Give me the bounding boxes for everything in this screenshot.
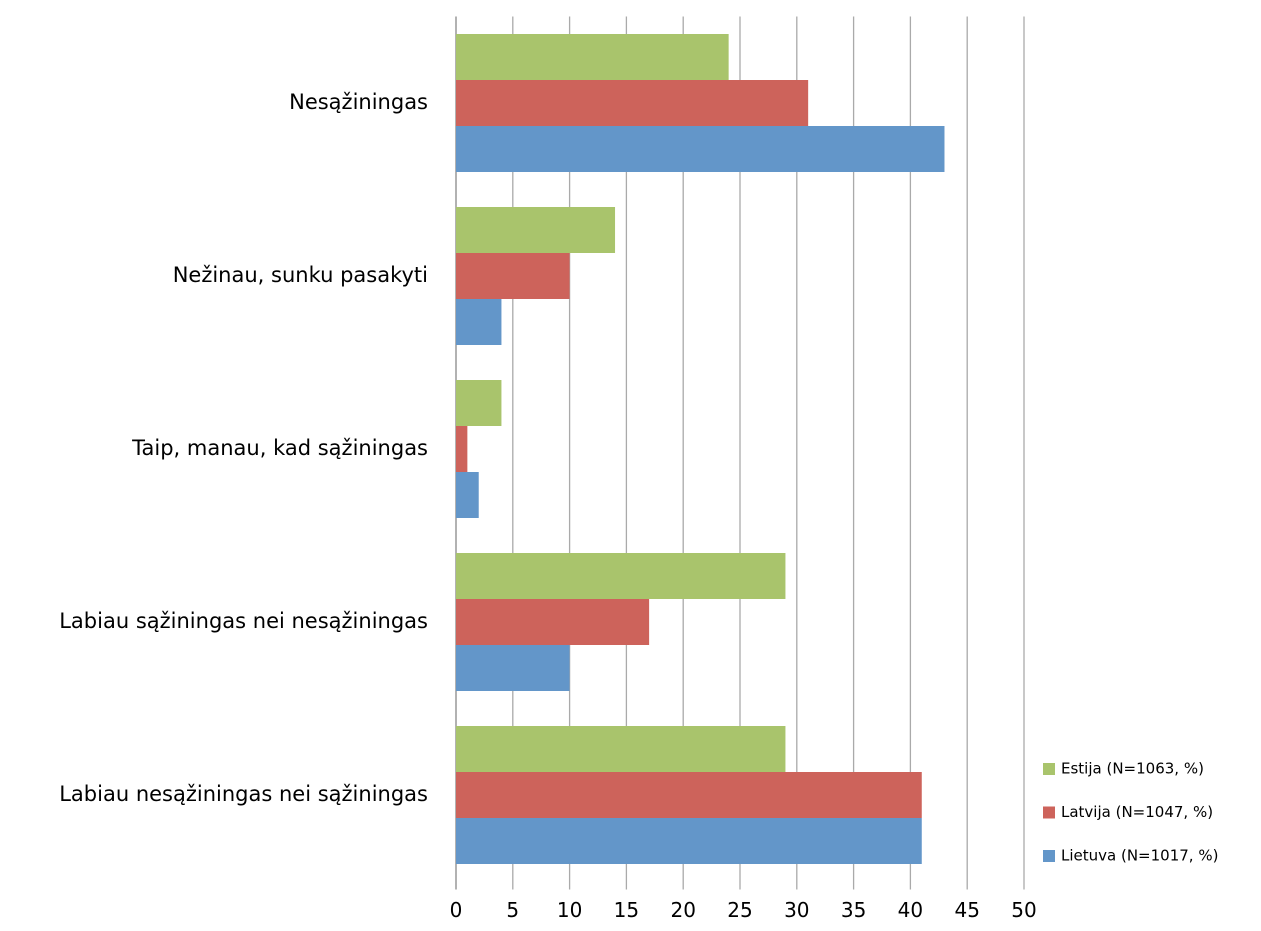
x-tick-label: 30 (784, 898, 809, 922)
bar (456, 472, 479, 518)
bar (456, 299, 502, 345)
bar (456, 207, 616, 253)
category-label: Labiau nesąžiningas nei sąžiningas (59, 782, 428, 806)
x-tick-label: 25 (727, 898, 752, 922)
bar (456, 380, 502, 426)
bar (456, 599, 650, 645)
x-tick-label: 15 (614, 898, 639, 922)
x-tick-label: 50 (1011, 898, 1036, 922)
bar (456, 34, 729, 80)
bar (456, 818, 922, 864)
category-label: Nežinau, sunku pasakyti (173, 263, 428, 287)
category-label: Nesąžiningas (289, 90, 428, 114)
legend-swatch (1043, 763, 1055, 775)
bar (456, 726, 786, 772)
x-tick-label: 45 (954, 898, 979, 922)
category-label: Labiau sąžiningas nei nesąžiningas (59, 609, 428, 633)
bar (456, 253, 570, 299)
x-tick-label: 0 (450, 898, 463, 922)
x-tick-label: 35 (841, 898, 866, 922)
legend-swatch (1043, 850, 1055, 862)
category-label: Taip, manau, kad sąžiningas (131, 436, 428, 460)
x-tick-label: 20 (670, 898, 695, 922)
legend-swatch (1043, 806, 1055, 819)
bar (456, 126, 945, 172)
legend-label: Estija (N=1063, %) (1061, 760, 1204, 778)
x-tick-label: 10 (557, 898, 582, 922)
legend-label: Latvija (N=1047, %) (1061, 803, 1213, 821)
bar (456, 645, 570, 691)
bar (456, 80, 809, 126)
bar (456, 772, 922, 818)
bar (456, 553, 786, 599)
x-tick-label: 5 (506, 898, 519, 922)
bar (456, 426, 468, 472)
x-tick-label: 40 (898, 898, 923, 922)
legend-label: Lietuva (N=1017, %) (1061, 847, 1218, 865)
